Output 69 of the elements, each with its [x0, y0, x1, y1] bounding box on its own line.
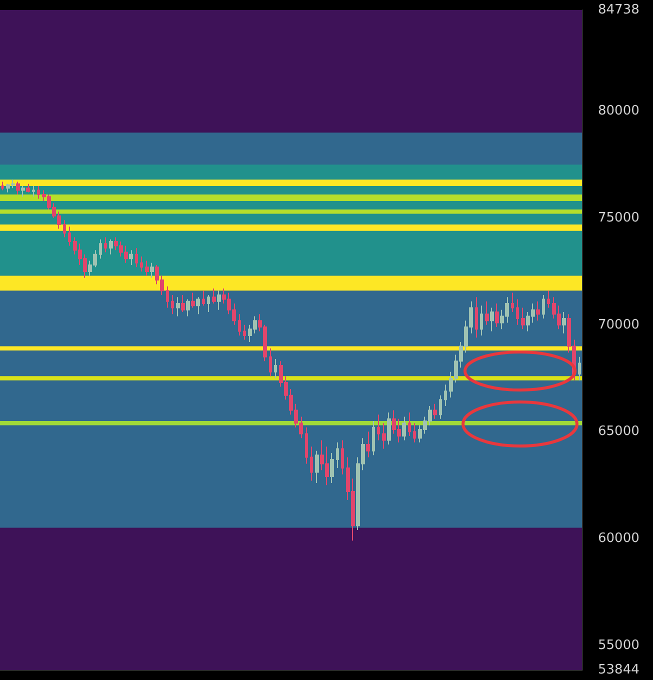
candlestick [402, 416, 406, 441]
candlestick [562, 312, 566, 334]
candlestick [207, 294, 210, 313]
candlestick [542, 294, 545, 319]
candlestick [104, 236, 107, 253]
candlestick [408, 412, 411, 436]
candlestick [315, 450, 319, 484]
candlestick [99, 238, 102, 260]
candlestick [495, 302, 499, 328]
candlestick [16, 181, 20, 196]
candlestick [196, 296, 200, 315]
candlestick [387, 412, 391, 445]
candlestick [536, 300, 540, 322]
candlestick [413, 422, 416, 443]
candlestick [181, 294, 185, 313]
candlestick [433, 403, 437, 420]
candlestick [37, 185, 40, 200]
candlestick [150, 262, 154, 278]
candlestick [475, 296, 478, 338]
y-tick-label: 70000 [598, 317, 640, 332]
candlestick [140, 256, 143, 272]
candlestick [382, 422, 386, 450]
candlestick [485, 300, 489, 326]
candlestick [212, 288, 216, 304]
candlestick [547, 290, 550, 308]
candlestick [238, 314, 241, 336]
candlestick [305, 426, 308, 464]
candlestick [26, 183, 30, 193]
candlestick [202, 290, 205, 306]
y-tick-label: 75000 [598, 210, 640, 226]
candlestick [511, 292, 514, 313]
candlestick [166, 286, 169, 308]
candlestick [191, 292, 195, 308]
y-tick-label: 55000 [598, 638, 640, 653]
candlestick [310, 446, 313, 482]
candlestick [32, 185, 35, 198]
candlestick [243, 324, 246, 340]
candlestick [377, 414, 380, 441]
candlestick [171, 294, 174, 315]
candlestick [336, 442, 339, 468]
candlestick [372, 420, 375, 456]
candlestick [330, 452, 334, 484]
y-tick-label: 65000 [598, 424, 640, 440]
candlestick [21, 185, 25, 198]
y-tick-label: 84738 [598, 2, 640, 18]
candlestick [521, 307, 525, 330]
y-tick-label: 60000 [598, 530, 640, 546]
candlestick [63, 220, 66, 238]
candlestick [145, 260, 149, 276]
candlestick [135, 247, 138, 268]
candlestick [366, 431, 370, 458]
candlestick [516, 298, 519, 326]
y-tick-label: 80000 [598, 104, 640, 119]
candlestick [490, 307, 494, 332]
candlestick [186, 298, 190, 317]
candlestick [439, 394, 442, 420]
y-tick-label: 53844 [598, 662, 640, 678]
candlestick [217, 290, 221, 310]
candlestick [129, 250, 133, 266]
candlestick [109, 238, 113, 255]
candlestick [341, 440, 344, 475]
candlestick [176, 296, 180, 317]
candlestick [578, 356, 581, 381]
candlestick [269, 348, 272, 377]
candlestick [68, 226, 71, 246]
candlestick [274, 358, 277, 379]
candlestick [1, 181, 4, 191]
candlestick [444, 384, 447, 407]
candlestick [480, 305, 483, 336]
